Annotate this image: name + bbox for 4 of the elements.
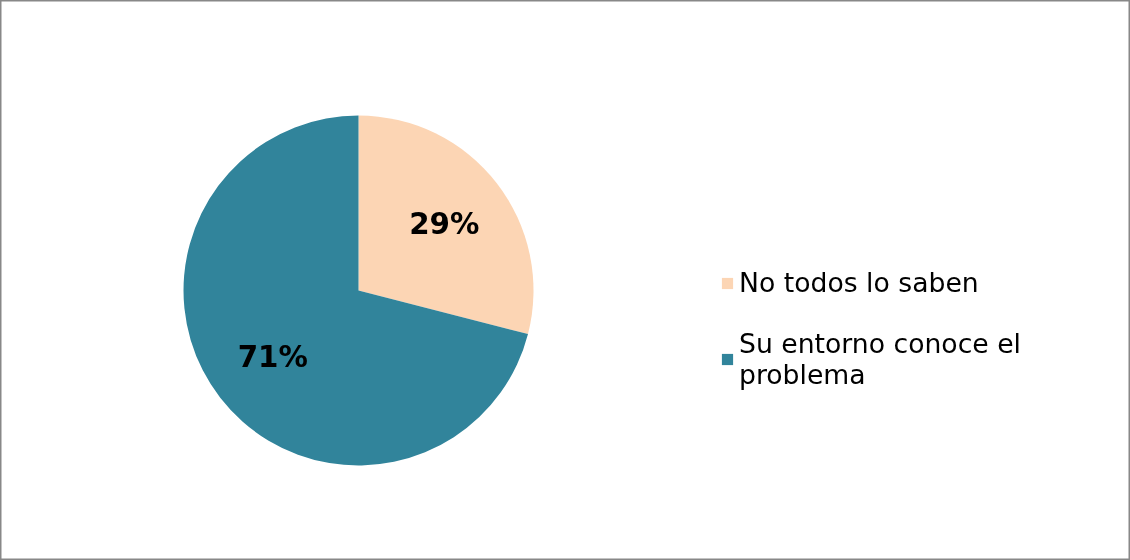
legend-label: Su entorno conoce el problema [739,328,1022,390]
data-label: 29% [409,207,480,241]
legend-label: No todos lo saben [739,267,979,298]
data-label: 71% [237,340,308,374]
